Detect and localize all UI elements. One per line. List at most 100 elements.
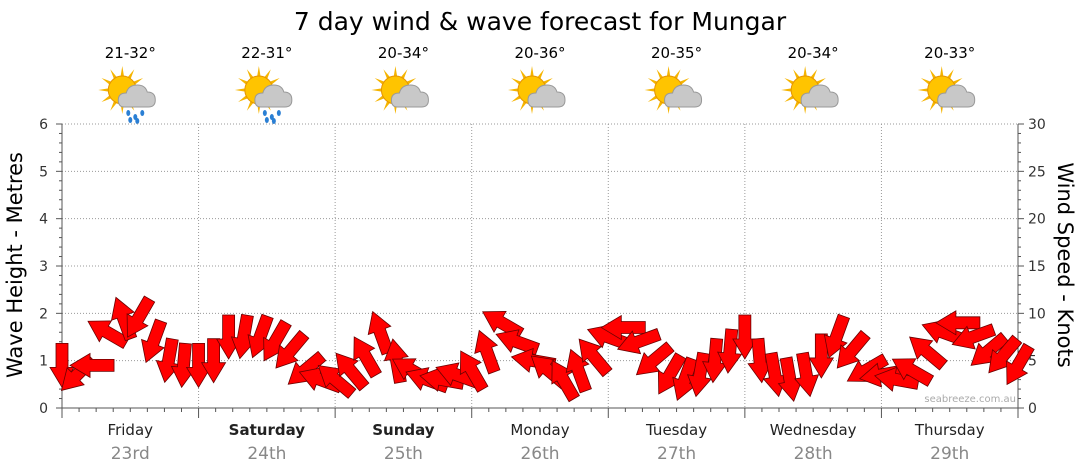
y-tick-label-right: 0 [1028,401,1037,417]
y-tick-label-left: 6 [39,117,48,133]
wind-arrow-shape [635,341,675,376]
y-axis-right-label: Wind Speed - Knots [1053,162,1077,367]
sun-ray [784,95,794,102]
wind-arrow [578,338,613,378]
daily-temperatures: 21-32° 22-31° 20-34° 20-36° 20-35° 20-34° 20-3… [105,44,976,62]
wind-arrow-shape [578,338,613,378]
wind-arrow-shape [126,295,156,338]
day-name: Wednesday [770,421,857,439]
y-tick-label-left: 4 [39,212,48,228]
sun-ray [120,66,124,77]
wind-arrow [616,328,662,355]
y-axis-left-label: Wave Height - Metres [3,152,27,378]
raindrop [140,110,145,116]
day-labels: Friday 23rd Saturday 24th Sunday 25th Monday 26… [108,421,985,464]
wind-arrow [600,314,646,341]
y-tick-label-right: 30 [1028,117,1046,133]
day-name: Friday [108,421,154,439]
y-tick-label-right: 25 [1028,164,1046,180]
wind-arrow [794,351,820,398]
day-temperature: 20-34° [378,44,429,62]
wind-arrow-shape [551,359,580,403]
wind-arrow-shape [317,364,357,399]
wind-arrow-shape [702,337,728,384]
wind-arrow [141,318,168,364]
wind-arrow [823,313,851,359]
day-date: 24th [247,444,286,464]
sun-ray [393,66,398,77]
wind-arrow-shape [69,352,115,379]
wind-arrow-shape [459,350,489,393]
sun-ray [917,88,928,92]
sun-cloud-icon [644,66,703,114]
sun-ray [511,78,521,85]
day-name: Thursday [914,421,985,439]
sun-ray [644,88,655,92]
wind-arrow-shape [891,358,935,387]
wind-arrow [69,352,115,379]
y-tick-label-left: 2 [39,306,48,322]
wind-arrow-shape [353,336,382,379]
sun-ray [246,101,254,111]
sun-ray [793,101,800,111]
cloud [390,84,429,108]
day-temperature: 21-32° [105,44,156,62]
sun-ray [238,78,248,85]
wind-arrow-shape [1006,342,1035,386]
wind-arrow [474,329,501,375]
day-date: 26th [520,444,559,464]
sun-ray [246,69,254,79]
wind-arrow-shape [672,356,699,402]
wind-arrow-shape [600,314,646,341]
sun-ray [406,78,417,85]
day-temperature: 22-31° [241,44,292,62]
wind-arrow [495,329,541,356]
wind-arrow [353,336,382,379]
wind-arrow-shape [909,336,948,371]
sun-ray [234,88,245,92]
sun-ray [947,69,954,79]
wind-arrow [702,337,728,384]
sun-ray [520,69,527,79]
sun-ray [647,95,658,102]
raindrop [271,118,276,124]
sun-ray [656,69,664,79]
wind-arrow-shape [935,310,981,336]
wind-arrow [836,329,871,369]
sun-ray [543,78,553,85]
sun-ray [679,78,690,85]
day-date: 25th [384,444,423,464]
wind-arrow [275,329,310,369]
y-tick-label-left: 0 [39,401,48,417]
y-tick-label-left: 5 [39,164,48,180]
wind-arrow-shape [474,329,501,375]
y-tick-label-left: 1 [39,354,48,370]
sun-ray [110,69,117,79]
day-date: 28th [794,444,833,464]
sun-cloud-icon [781,66,839,114]
sun-ray [810,69,818,79]
sun-ray [383,101,390,111]
cloud [527,84,566,108]
wind-arrow [317,364,357,399]
sun-ray [98,88,109,92]
sun-ray [374,95,385,102]
day-temperature: 20-34° [788,44,839,62]
weather-icons [98,66,976,124]
sun-ray [101,95,112,102]
wind-arrow [909,336,948,371]
sun-ray [238,95,248,102]
wind-arrow-shape [565,348,592,394]
wind-arrow-shape [616,328,662,355]
cloud [937,84,976,108]
sun-ray [511,95,521,102]
day-name: Monday [510,421,569,439]
wind-arrow [200,338,227,384]
sun-ray [537,69,544,79]
day-date: 29th [930,444,969,464]
wind-arrow-shape [141,318,168,364]
sun-ray [920,95,931,102]
sun-ray [374,78,385,85]
sun-ray [508,88,519,92]
